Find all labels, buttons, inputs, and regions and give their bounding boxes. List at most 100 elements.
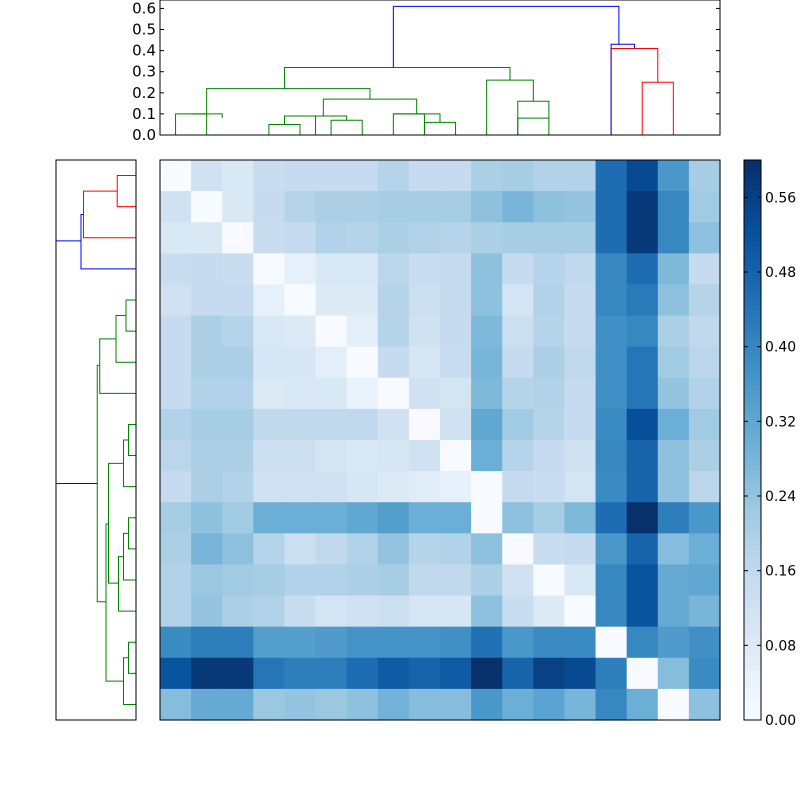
heatmap-cell xyxy=(408,564,441,597)
heatmap-cell xyxy=(377,160,410,192)
heatmap-cell xyxy=(408,253,441,286)
colorbar-segment xyxy=(744,305,761,311)
colorbar-tick-label: 0.40 xyxy=(765,340,796,356)
colorbar-segment xyxy=(744,680,761,686)
heatmap-cell xyxy=(626,626,659,659)
heatmap-cell xyxy=(440,253,472,286)
heatmap-cell xyxy=(657,626,690,659)
heatmap-cell xyxy=(346,502,379,534)
heatmap-cell xyxy=(533,377,566,410)
heatmap-cell xyxy=(502,346,534,379)
heatmap-cell xyxy=(253,408,286,441)
dendrogram-link xyxy=(55,240,98,485)
heatmap-cell xyxy=(160,688,192,721)
heatmap-cell xyxy=(657,408,690,441)
heatmap-cell xyxy=(564,502,597,534)
heatmap-cell xyxy=(284,502,317,534)
heatmap-cell xyxy=(222,160,254,192)
heatmap-cell xyxy=(377,315,410,348)
heatmap-cell xyxy=(595,408,628,441)
colorbar-segment xyxy=(744,550,761,556)
heatmap-cell xyxy=(471,564,503,597)
heatmap-cell xyxy=(222,315,254,348)
heatmap-cell xyxy=(191,626,223,659)
colorbar-segment xyxy=(744,460,761,466)
colorbar-segment xyxy=(744,410,761,416)
heatmap-cell xyxy=(440,564,472,597)
heatmap-cell xyxy=(408,160,441,192)
heatmap-cell xyxy=(315,657,348,690)
dendrogram-link xyxy=(486,79,534,135)
heatmap-cell xyxy=(440,408,472,441)
colorbar-tick-label: 0.00 xyxy=(765,713,796,729)
colorbar-segment xyxy=(744,695,761,701)
y-tick-label: 0.6 xyxy=(132,0,156,17)
heatmap-cell xyxy=(346,471,379,503)
heatmap-cell xyxy=(595,440,628,472)
heatmap-cell xyxy=(502,377,534,410)
heatmap-cell xyxy=(346,160,379,192)
heatmap-cell xyxy=(346,377,379,410)
heatmap-cell xyxy=(222,626,254,659)
heatmap-cell xyxy=(191,315,223,348)
y-tick-label: 0.4 xyxy=(132,42,156,60)
heatmap-cell xyxy=(222,657,254,690)
heatmap-cell xyxy=(471,502,503,534)
colorbar-segment xyxy=(744,585,761,591)
colorbar-segment xyxy=(744,605,761,611)
heatmap-cell xyxy=(440,377,472,410)
colorbar-segment xyxy=(744,160,761,166)
colorbar-segment xyxy=(744,215,761,221)
colorbar-segment xyxy=(744,505,761,511)
colorbar-tick-label: 0.48 xyxy=(765,265,796,281)
heatmap-cell xyxy=(626,502,659,534)
dendrogram-link xyxy=(423,121,457,135)
heatmap-cell xyxy=(191,688,223,721)
heatmap-cell xyxy=(408,377,441,410)
colorbar-segment xyxy=(744,600,761,606)
colorbar-segment xyxy=(744,265,761,271)
heatmap-cell xyxy=(440,160,472,192)
heatmap-cell xyxy=(502,315,534,348)
heatmap-cell xyxy=(626,160,659,192)
heatmap-cell xyxy=(595,222,628,254)
heatmap-cell xyxy=(502,626,534,659)
heatmap-cell xyxy=(160,160,192,192)
colorbar-segment xyxy=(744,355,761,361)
colorbar-segment xyxy=(744,665,761,671)
heatmap-cell xyxy=(346,626,379,659)
heatmap-cell xyxy=(160,533,192,566)
heatmap-cell xyxy=(657,160,690,192)
colorbar-segment xyxy=(744,480,761,486)
heatmap-cell xyxy=(222,377,254,410)
heatmap-cell xyxy=(595,160,628,192)
heatmap-cell xyxy=(346,253,379,286)
heatmap-cell xyxy=(222,346,254,379)
dendrogram-link xyxy=(268,123,301,135)
colorbar-segment xyxy=(744,330,761,336)
heatmap-cell xyxy=(657,564,690,597)
heatmap-cell xyxy=(253,346,286,379)
colorbar-segment xyxy=(744,400,761,406)
y-tick-label: 0.2 xyxy=(132,84,156,102)
heatmap-cell xyxy=(315,595,348,628)
dendrogram-link xyxy=(206,88,371,114)
colorbar-segment xyxy=(744,315,761,321)
colorbar-segment xyxy=(744,225,761,231)
heatmap-cell xyxy=(595,657,628,690)
colorbar-segment xyxy=(744,540,761,546)
heatmap-cell xyxy=(502,471,534,503)
heatmap-cell xyxy=(346,346,379,379)
heatmap-cell xyxy=(595,471,628,503)
heatmap-cell xyxy=(408,346,441,379)
heatmap-cell xyxy=(440,688,472,721)
heatmap-cell xyxy=(315,222,348,254)
heatmap-cell xyxy=(284,315,317,348)
heatmap-cell xyxy=(471,408,503,441)
colorbar-segment xyxy=(744,565,761,571)
y-tick-label: 0.5 xyxy=(132,21,156,39)
colorbar-segment xyxy=(744,615,761,621)
heatmap-cell xyxy=(160,191,192,223)
heatmap-cell xyxy=(564,160,597,192)
heatmap-cell xyxy=(346,315,379,348)
